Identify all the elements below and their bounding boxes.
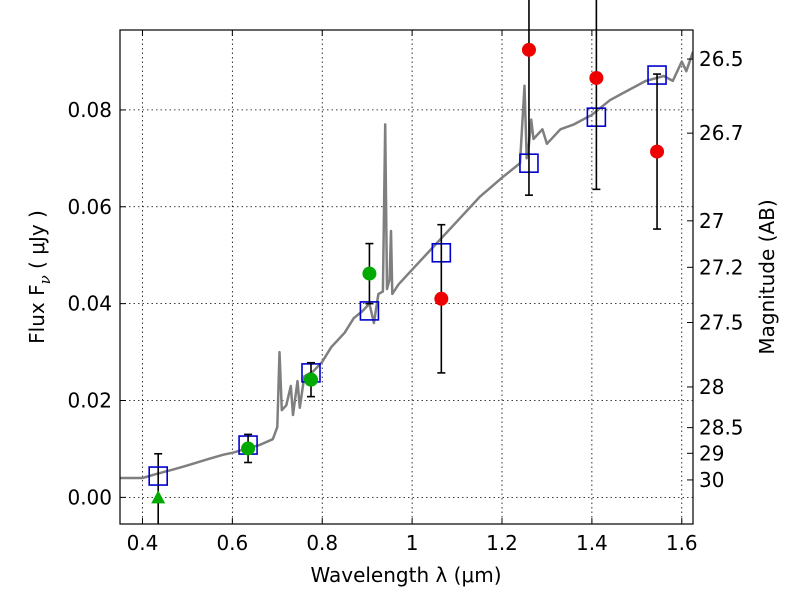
x-tick-label: 0.4 xyxy=(127,531,159,555)
y-tick-label: 0.06 xyxy=(67,195,112,219)
y2-axis-title: Magnitude (AB) xyxy=(755,199,779,354)
y2-tick-label: 28 xyxy=(699,375,724,399)
y2-tick-label: 27 xyxy=(699,209,724,233)
y-tick-label: 0.00 xyxy=(67,485,112,509)
hst-detections-point xyxy=(362,266,377,281)
ground-nir-point xyxy=(589,70,604,85)
x-tick-label: 1.6 xyxy=(666,531,698,555)
model-photometry-square xyxy=(148,466,168,486)
y2-tick-label: 27.2 xyxy=(699,255,744,279)
x-tick-label: 0.6 xyxy=(216,531,248,555)
y-tick-label: 0.02 xyxy=(67,389,112,413)
hst-detections-point xyxy=(241,441,256,456)
y2-tick-label: 26.7 xyxy=(699,121,744,145)
y-axis-title-sub: ν xyxy=(36,275,54,284)
upper-limit-triangle xyxy=(151,490,166,504)
y-tick-label: 0.08 xyxy=(67,98,112,122)
x-tick-label: 1 xyxy=(406,531,419,555)
y2-tick-label: 28.5 xyxy=(699,416,744,440)
grid-lines xyxy=(120,30,693,524)
y2-tick-label: 30 xyxy=(699,468,724,492)
ground-nir-point xyxy=(650,144,665,159)
x-tick-label: 1.2 xyxy=(486,531,518,555)
y-axis-title-unit: ( μJy ) xyxy=(25,210,49,275)
y2-tick-label: 29 xyxy=(699,441,724,465)
plot-frame xyxy=(119,29,694,525)
ground-nir-point xyxy=(521,42,536,57)
spectrum-line xyxy=(120,51,693,480)
x-tick-label: 0.8 xyxy=(306,531,338,555)
hst-detections-point xyxy=(304,372,318,387)
overflow-layer xyxy=(151,0,665,504)
x-axis-title: Wavelength λ (μm) xyxy=(310,563,501,587)
y2-tick-label: 26.5 xyxy=(699,47,744,71)
y2-tick-label: 27.5 xyxy=(699,311,744,335)
ground-nir-point xyxy=(434,291,449,306)
tick-layer: 0.4 0.6 0.8 1 1.2 1.4 1.6 0.00 0.02 0.04 0.06 0.08 2… xyxy=(67,30,744,555)
y-axis-title: Flux Fν ( μJy ) xyxy=(25,210,54,344)
y-tick-label: 0.04 xyxy=(67,292,112,316)
y-axis-title-main: Flux F xyxy=(25,284,49,343)
x-tick-label: 1.4 xyxy=(576,531,608,555)
